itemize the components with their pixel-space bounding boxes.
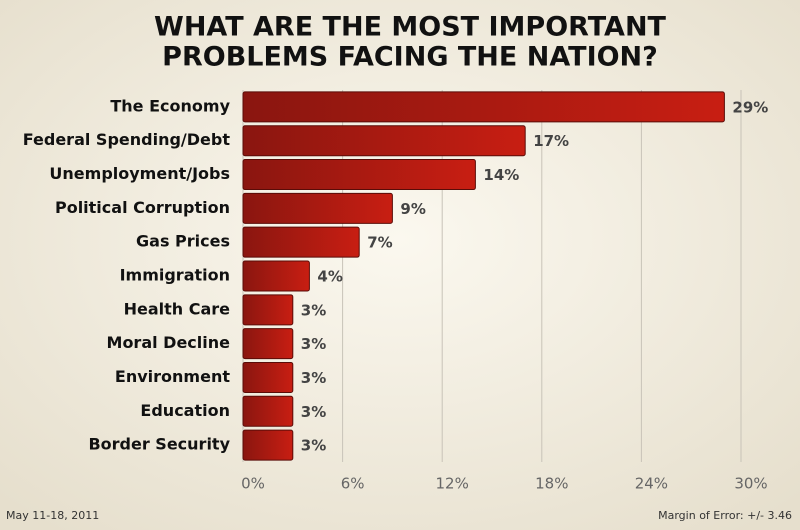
x-tick-label: 6% — [341, 475, 365, 493]
value-label: 3% — [301, 369, 326, 387]
category-label: Health Care — [124, 299, 231, 318]
category-label: Border Security — [88, 435, 230, 454]
value-label: 29% — [732, 98, 768, 116]
category-label: Gas Prices — [136, 232, 230, 251]
x-tick-label: 24% — [635, 475, 668, 493]
x-tick-label: 18% — [535, 475, 568, 493]
plot: 0% 6% 12% 18% 24% 30% The Economy 29% Federal Sp… — [23, 90, 768, 493]
chart-title: WHAT ARE THE MOST IMPORTANT — [154, 12, 667, 43]
category-label: The Economy — [110, 96, 230, 115]
value-label: 3% — [301, 301, 326, 319]
value-label: 3% — [301, 437, 326, 455]
bar — [242, 361, 294, 393]
category-label: Federal Spending/Debt — [23, 130, 231, 149]
footnote: May 11-18, 2011 — [6, 509, 99, 522]
x-tick-label: 12% — [436, 475, 469, 493]
value-label: 14% — [483, 166, 519, 184]
bar — [242, 429, 294, 461]
bar — [242, 260, 310, 292]
bar — [242, 125, 526, 157]
bar — [242, 159, 476, 191]
category-label: Immigration — [120, 266, 230, 285]
x-tick-label: 0% — [241, 475, 265, 493]
chart-title: PROBLEMS FACING THE NATION? — [162, 42, 658, 73]
bar — [242, 192, 393, 224]
value-label: 9% — [400, 200, 425, 218]
bar — [242, 226, 360, 258]
x-tick-label: 30% — [734, 475, 767, 493]
category-label: Education — [140, 401, 230, 420]
category-label: Environment — [115, 367, 230, 386]
bar — [242, 294, 294, 326]
footnote: Margin of Error: +/- 3.46 — [658, 509, 792, 522]
bar — [242, 91, 725, 123]
category-label: Unemployment/Jobs — [49, 164, 230, 183]
category-label: Political Corruption — [55, 198, 230, 217]
value-label: 17% — [533, 132, 569, 150]
bar — [242, 328, 294, 360]
category-label: Moral Decline — [107, 333, 231, 352]
value-label: 3% — [301, 335, 326, 353]
value-label: 3% — [301, 403, 326, 421]
bar — [242, 395, 294, 427]
value-label: 4% — [317, 268, 342, 286]
value-label: 7% — [367, 234, 392, 252]
